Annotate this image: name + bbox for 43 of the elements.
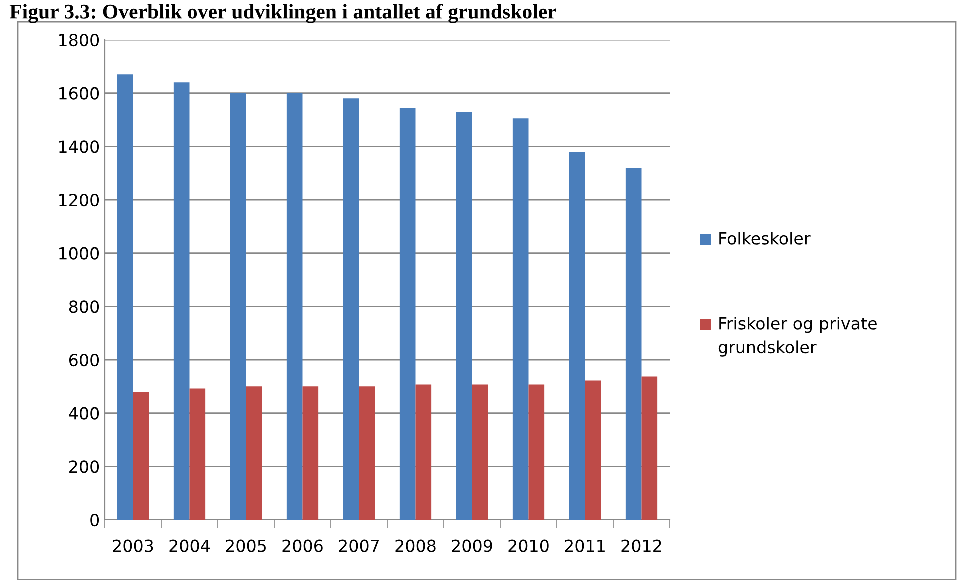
bar	[569, 152, 586, 520]
y-tick-label: 1000	[60, 247, 100, 260]
x-tick-label: 2012	[622, 540, 662, 552]
y-tick-label: 200	[70, 460, 100, 474]
y-tick-label: 600	[69, 354, 100, 367]
bar	[626, 168, 642, 520]
bar	[359, 386, 376, 520]
bar	[472, 384, 488, 520]
bar	[512, 118, 529, 520]
bar	[585, 380, 602, 520]
bar	[343, 98, 360, 520]
x-tick-label: 2005	[226, 540, 266, 552]
bar	[230, 93, 246, 520]
bar	[302, 386, 319, 520]
bar	[174, 82, 190, 520]
bar	[117, 74, 134, 520]
x-tick-label: 2010	[508, 540, 549, 552]
bar	[400, 108, 416, 520]
legend-label: Folkeskoler	[720, 232, 811, 245]
x-tick-label: 2011	[565, 540, 605, 552]
x-tick-label: 2009	[452, 540, 492, 552]
x-tick-label: 2008	[396, 540, 436, 552]
x-tick-label: 2004	[170, 540, 210, 552]
bar	[286, 93, 303, 520]
bar	[133, 392, 150, 520]
chart-title: Figur 3.3: Overblik over udviklingen i antallet af grundskoler	[10, 4, 556, 24]
y-tick-label: 0	[90, 514, 100, 527]
bar	[416, 384, 432, 520]
y-tick-label: 1600	[60, 87, 100, 100]
y-tick-label: 400	[69, 407, 100, 420]
bar	[528, 384, 545, 520]
bar	[190, 388, 206, 520]
x-tick-label: 2003	[113, 540, 154, 552]
legend-label: Friskoler og private grundskoler	[718, 317, 877, 357]
y-tick-label: 1400	[60, 140, 100, 154]
y-tick-label: 1200	[60, 194, 100, 207]
x-tick-label: 2006	[282, 540, 323, 552]
x-tick-label: 2007	[339, 540, 380, 552]
bar	[246, 386, 262, 520]
y-tick-label: 800	[69, 300, 100, 314]
bar	[456, 112, 472, 520]
y-tick-label: 1800	[60, 34, 100, 47]
bar	[642, 376, 658, 520]
